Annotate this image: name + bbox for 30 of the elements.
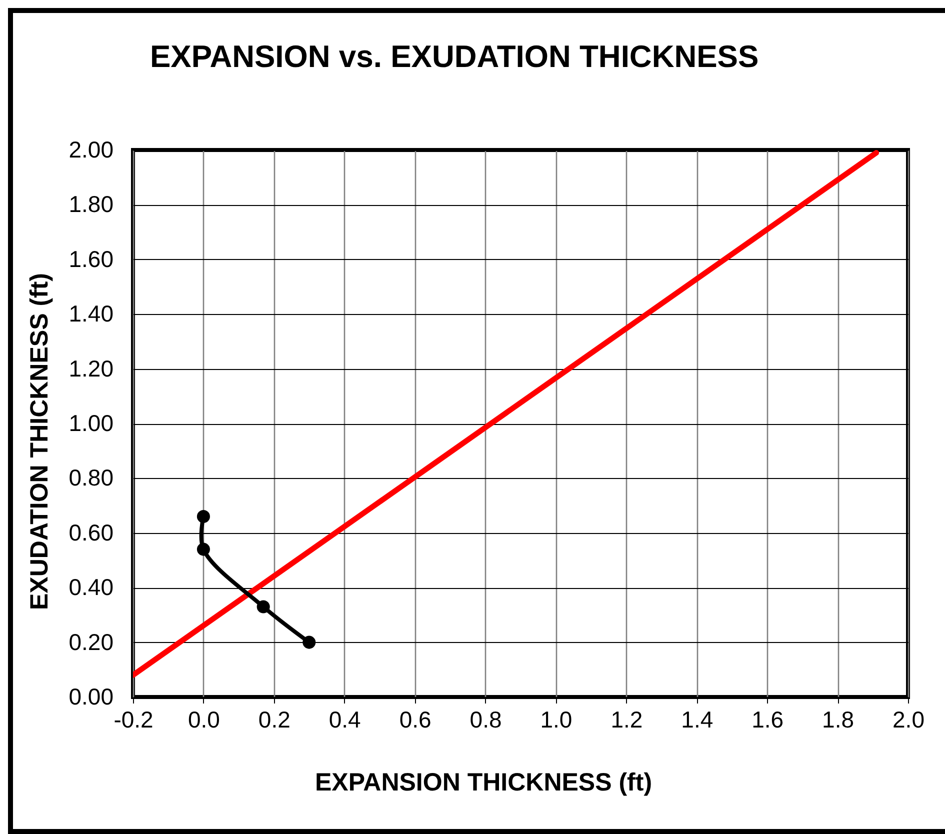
y-tick-label: 2.00 bbox=[68, 136, 114, 162]
x-tick-label: 0.4 bbox=[328, 706, 362, 732]
x-tick-label: 0.2 bbox=[258, 706, 290, 732]
point bbox=[256, 600, 270, 614]
chart-title: EXPANSION vs. EXUDATION THICKNESS bbox=[150, 39, 759, 74]
point bbox=[196, 542, 210, 556]
y-tick-label: 1.00 bbox=[68, 410, 114, 436]
y-tick-label: 1.80 bbox=[68, 191, 114, 218]
y-tick-label: 1.60 bbox=[68, 246, 114, 272]
x-tick-label: 1.4 bbox=[681, 706, 714, 732]
y-tick-label: 0.40 bbox=[68, 574, 114, 600]
x-tick-label: 0.6 bbox=[399, 706, 432, 732]
x-tick-label: 1.6 bbox=[752, 706, 784, 732]
y-tick-label: 0.00 bbox=[68, 684, 114, 710]
y-axis-title: EXUDATION THICKNESS (ft) bbox=[26, 272, 54, 610]
y-tick-label: 1.40 bbox=[68, 300, 114, 327]
x-tick-label: 1.0 bbox=[540, 706, 572, 732]
point bbox=[196, 510, 210, 523]
x-tick-label: 1.2 bbox=[610, 706, 643, 732]
y-tick-label: 0.20 bbox=[68, 628, 114, 655]
x-tick-label: 2.0 bbox=[892, 706, 924, 732]
y-tick-label: 1.20 bbox=[68, 355, 114, 382]
y-tick-label: 0.60 bbox=[68, 519, 114, 546]
point bbox=[302, 636, 316, 649]
y-tick-label: 0.80 bbox=[68, 464, 114, 491]
x-tick-label: -0.2 bbox=[114, 706, 154, 732]
x-tick-label: 0.0 bbox=[188, 706, 220, 732]
x-tick-label: 1.8 bbox=[822, 706, 854, 732]
x-tick-label: 0.8 bbox=[470, 706, 502, 732]
x-axis-title: EXPANSION THICKNESS (ft) bbox=[314, 768, 652, 796]
